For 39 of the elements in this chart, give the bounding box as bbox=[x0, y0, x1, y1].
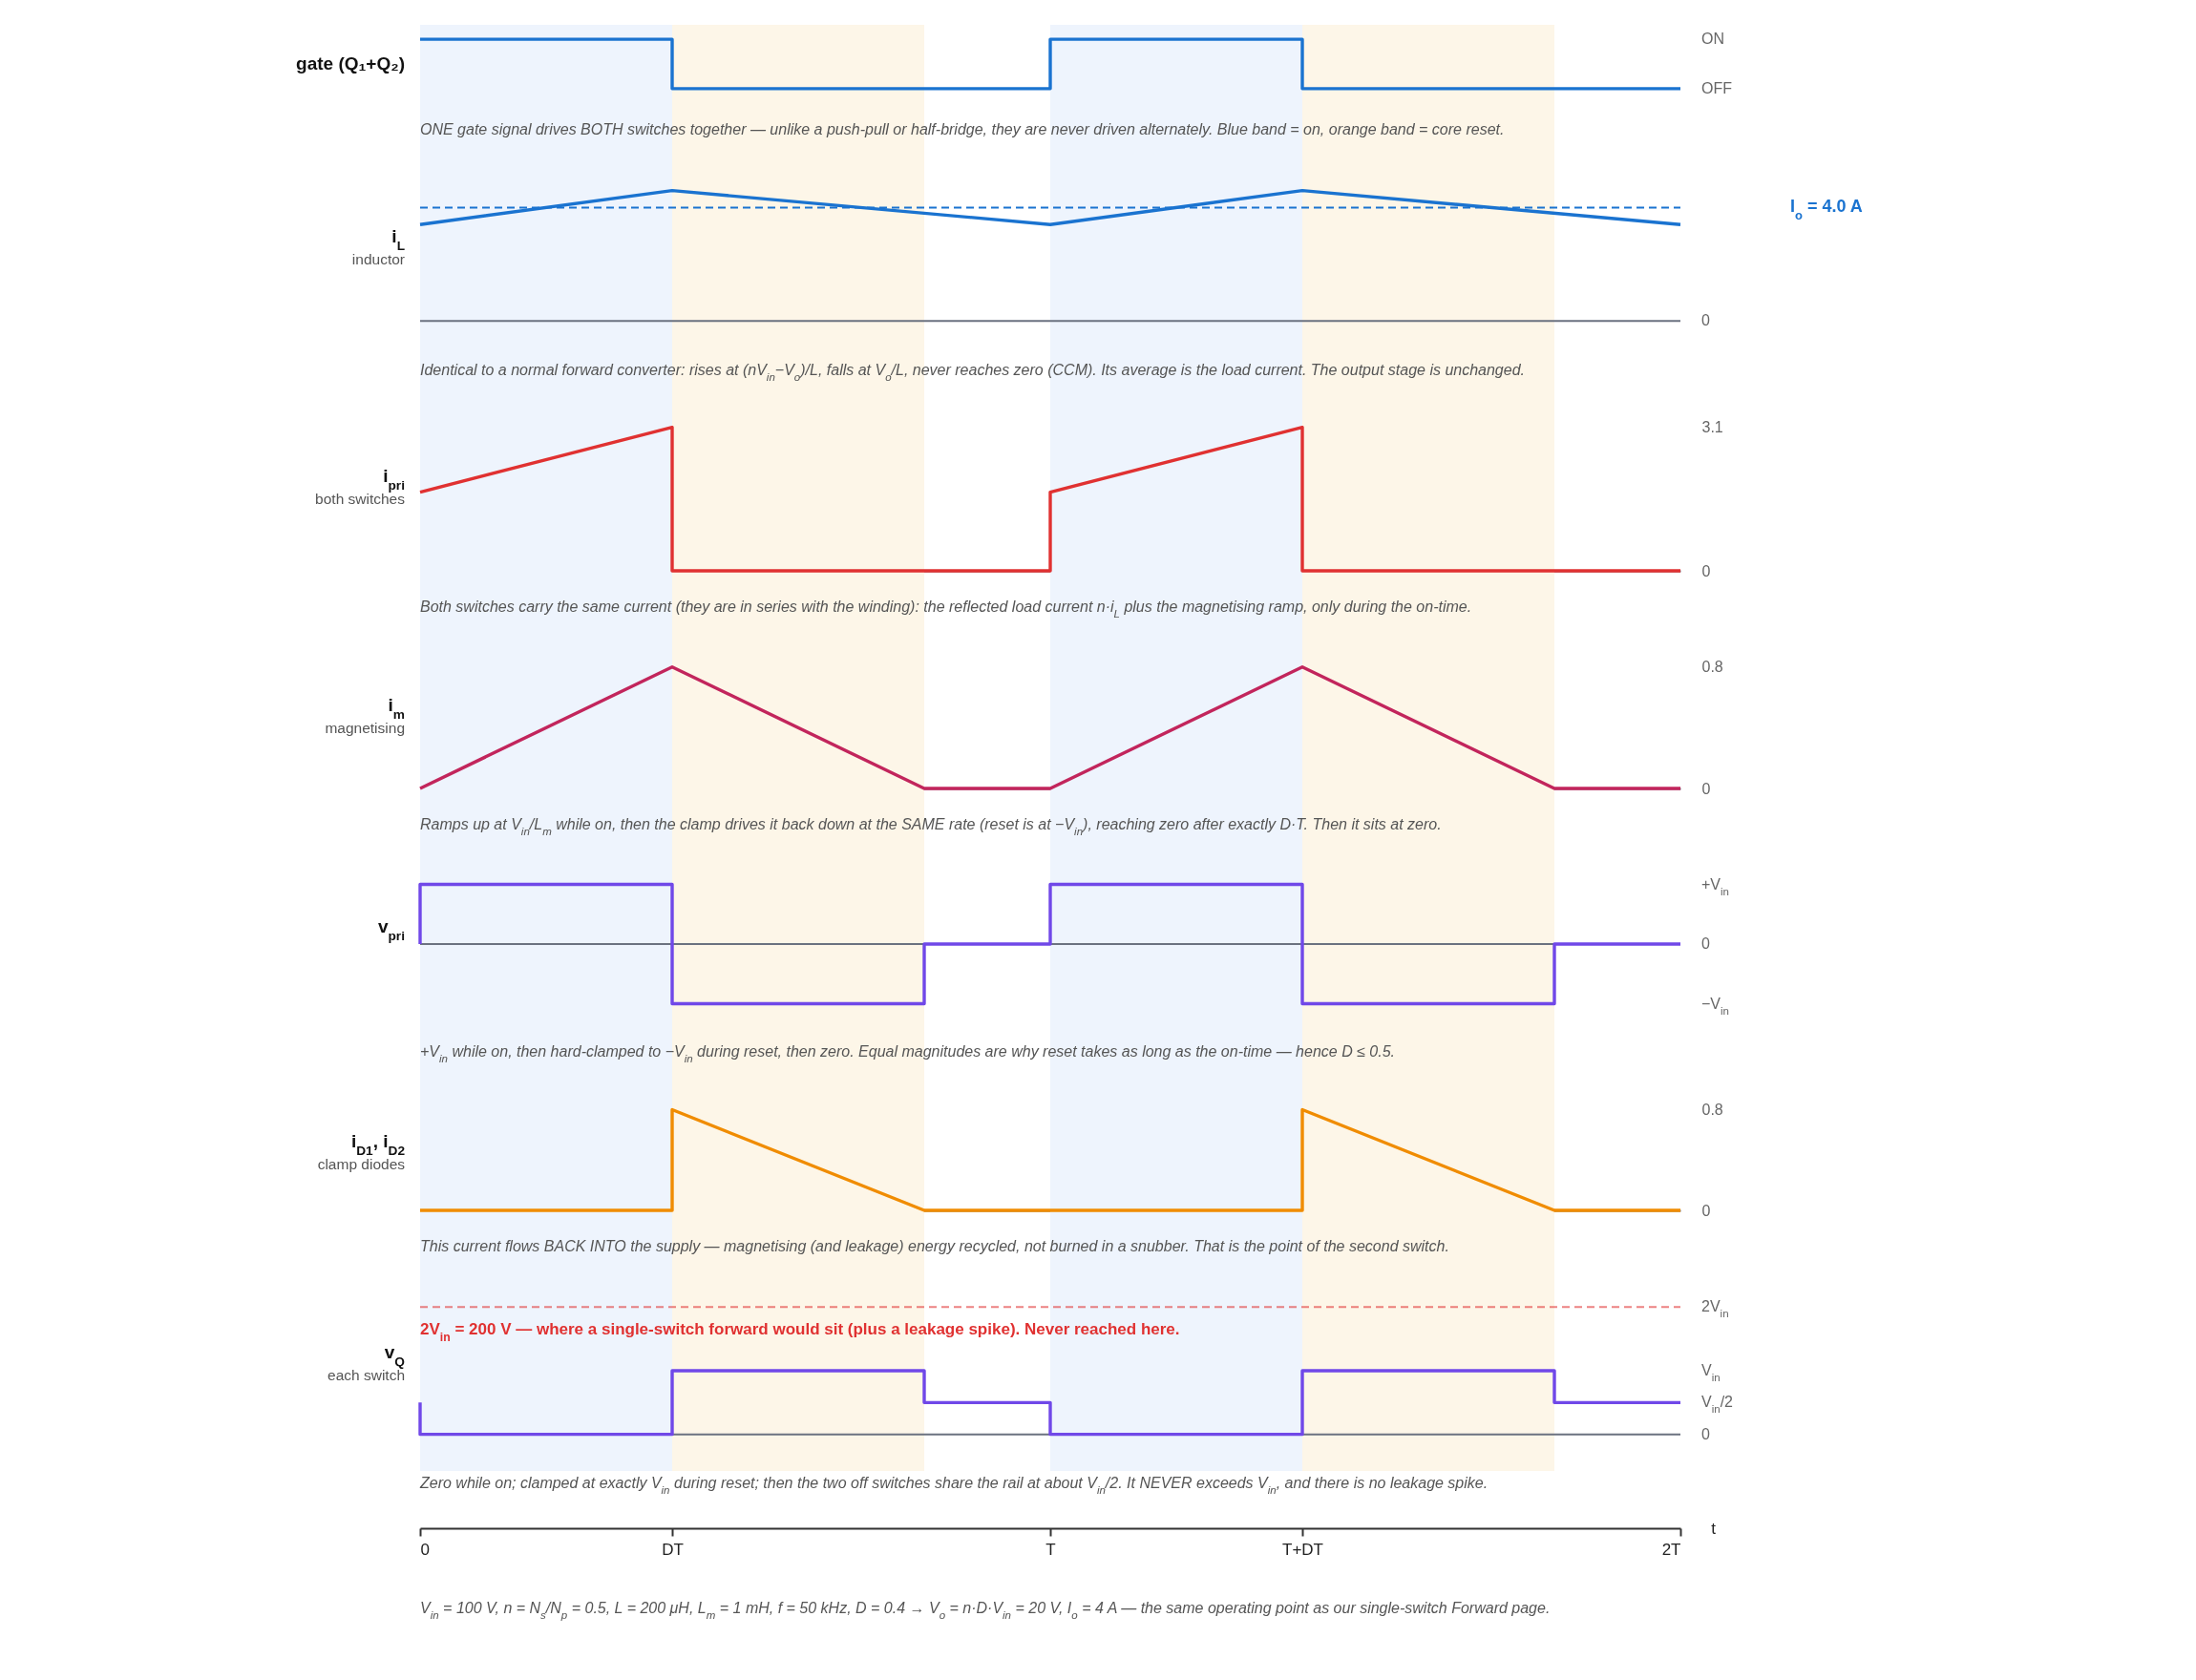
text: ONE gate signal drives BOTH switches together — unlike a push-pull or half-bridge, they are never driven alternately. Blue band = on, orange band = core reset. bbox=[420, 121, 1505, 137]
x-tick-label: T+DT bbox=[1282, 1540, 1323, 1559]
y-tick-label: 0 bbox=[1701, 780, 1711, 797]
y-axis-title: i$_{D1}$, i$_{D2}$ bbox=[350, 1131, 406, 1158]
text: 2V$_{in}$ bbox=[1701, 1298, 1729, 1320]
text: OFF bbox=[1701, 79, 1733, 96]
text: magnetising bbox=[325, 720, 405, 737]
text: ON bbox=[1701, 31, 1724, 48]
y-axis-title: i$_{m}$ bbox=[388, 695, 405, 722]
text: V$_{in}$ bbox=[1701, 1362, 1721, 1383]
y-tick-label: 3.1 bbox=[1701, 419, 1723, 436]
y-axis-title: i$_{L}$ bbox=[391, 226, 405, 253]
text: inductor bbox=[351, 251, 405, 268]
y-tick-label: 0.8 bbox=[1701, 659, 1723, 676]
y-axis-title: v$_{pri}$ bbox=[377, 916, 405, 943]
text: V$_{in}$/2 bbox=[1701, 1394, 1734, 1416]
text: This current flows BACK INTO the supply — magnetising (and leakage) energy recycled, not burned in a snubber. That is the point of the second switch. bbox=[420, 1238, 1449, 1254]
x-tick-label: 0 bbox=[420, 1540, 430, 1559]
y-tick-label: 0 bbox=[1701, 562, 1711, 579]
y-tick-label: 0 bbox=[1701, 1202, 1711, 1219]
text: +V$_{in}$ while on, then hard-clamped to −V$_{in}$ during reset, then zero. Equal magnitudes are why reset takes as long as the on-time — hence D ≤ 0.5. bbox=[420, 1043, 1396, 1064]
text: Ramps up at V$_{in}$/L$_{m}$ while on, then the clamp drives it back down at the SAME rate (reset is at −V$_{in}$), reaching zero after exactly D·T. Then it sits at zero. bbox=[420, 816, 1442, 837]
text: Identical to a normal forward converter: rises at (nV$_{in}$−V$_{o}$)/L, falls at V$_{o}$/L, never reaches zero (CCM). Its average is the load current. The output stage is unchanged. bbox=[420, 362, 1526, 383]
text: Both switches carry the same current (they are in series with the winding): the reflected load current n·i$_{L}$ plus the magnetising ramp, only during the on-time. bbox=[420, 598, 1472, 620]
text: clamp diodes bbox=[317, 1156, 406, 1173]
x-tick-label: 2T bbox=[1661, 1540, 1681, 1559]
text: I$_{o}$ = 4.0 A bbox=[1790, 197, 1863, 222]
y-tick-label: 0.8 bbox=[1701, 1102, 1723, 1119]
y-axis-title: gate (Q₁+Q₂) bbox=[296, 53, 405, 74]
text: Zero while on; clamped at exactly V$_{in}$ during reset; then the two off switches share the rail at about V$_{in}$/2. It NEVER exceeds V$_{in}$, and there is no leakage spike. bbox=[419, 1475, 1489, 1496]
x-tick-label: T bbox=[1045, 1540, 1056, 1559]
ref-line-label: 2V$_{in}$ = 200 V — where a single-switch forward would sit (plus a leakage spike). Never reached here. bbox=[420, 1320, 1180, 1345]
x-tick-label: DT bbox=[662, 1540, 684, 1559]
text: −V$_{in}$ bbox=[1701, 995, 1729, 1017]
x-axis-title: t bbox=[1711, 1519, 1717, 1538]
text: +V$_{in}$ bbox=[1701, 875, 1729, 897]
text: V$_{in}$ = 100 V, n = N$_{s}$/N$_{p}$ = 0.5, L = 200 μH, L$_{m}$ = 1 mH, f = 50 kHz, D = 0.4 → V$_{o}$ = n·D·V$_{in}$ = 20 V, I$_{o}$ = 4 A — the same operating point as our single-switch Forward page. bbox=[420, 1600, 1551, 1621]
y-axis-title: v$_{Q}$ bbox=[384, 1341, 406, 1369]
y-axis-title: i$_{pri}$ bbox=[383, 465, 405, 493]
